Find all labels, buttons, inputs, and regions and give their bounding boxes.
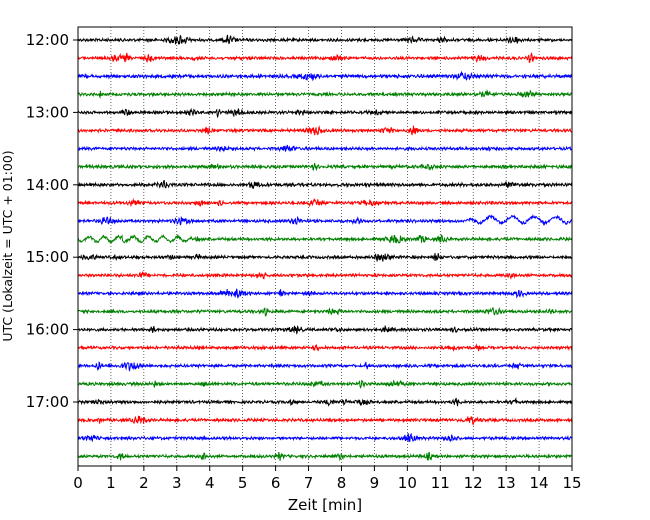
x-tick-label: 14 bbox=[530, 474, 549, 492]
x-tick-label: 0 bbox=[73, 474, 83, 492]
trace-1630 bbox=[77, 361, 573, 373]
trace-1415 bbox=[77, 197, 573, 208]
x-tick-label: 11 bbox=[431, 474, 450, 492]
x-tick-label: 12 bbox=[464, 474, 483, 492]
grid-lines bbox=[110, 27, 540, 466]
x-tick-label: 8 bbox=[337, 474, 347, 492]
trace-1730 bbox=[77, 432, 573, 443]
trace-1430 bbox=[77, 213, 573, 227]
trace-1600 bbox=[77, 324, 573, 335]
trace-1200 bbox=[77, 34, 573, 45]
trace-1545 bbox=[77, 306, 573, 317]
x-tick-label: 6 bbox=[271, 474, 281, 492]
trace-1530 bbox=[77, 288, 573, 299]
x-axis-label: Zeit [min] bbox=[288, 496, 362, 514]
trace-1400 bbox=[77, 179, 573, 189]
x-tick-label: 3 bbox=[172, 474, 182, 492]
x-tick-label: 1 bbox=[106, 474, 116, 492]
x-tick-label: 4 bbox=[205, 474, 215, 492]
trace-1745 bbox=[77, 451, 573, 462]
trace-1500 bbox=[77, 253, 573, 262]
x-tick-label: 15 bbox=[562, 474, 581, 492]
x-tick-label: 10 bbox=[398, 474, 417, 492]
x-tick-label: 5 bbox=[238, 474, 248, 492]
y-tick-label: 17:00 bbox=[26, 393, 69, 411]
x-tick-label: 9 bbox=[370, 474, 380, 492]
trace-1330 bbox=[77, 144, 573, 153]
trace-1700 bbox=[77, 396, 573, 407]
y-tick-label: 16:00 bbox=[26, 321, 69, 339]
y-tick-label: 13:00 bbox=[26, 103, 69, 121]
y-axis-label: UTC (Lokalzeit = UTC + 01:00) bbox=[0, 150, 15, 341]
traces-group bbox=[77, 34, 573, 462]
plot-area bbox=[78, 27, 572, 466]
x-tick-label: 7 bbox=[304, 474, 314, 492]
trace-1715 bbox=[77, 415, 573, 426]
trace-1315 bbox=[77, 125, 573, 136]
trace-1645 bbox=[77, 379, 573, 389]
y-axis: 12:00 13:00 14:00 15:00 16:00 17:00 bbox=[26, 31, 78, 411]
y-tick-label: 15:00 bbox=[26, 248, 69, 266]
trace-1300 bbox=[77, 107, 573, 119]
trace-1515 bbox=[77, 271, 573, 280]
x-tick-label: 2 bbox=[139, 474, 149, 492]
trace-1615 bbox=[77, 343, 573, 352]
trace-1445 bbox=[77, 233, 573, 245]
trace-1245 bbox=[77, 88, 573, 100]
plot-frame bbox=[77, 26, 573, 467]
trace-1345 bbox=[77, 162, 573, 172]
x-axis: 0 1 2 3 4 5 6 7 8 9 10 11 12 13 14 15 bbox=[73, 466, 582, 492]
y-tick-label: 12:00 bbox=[26, 31, 69, 49]
trace-1230 bbox=[77, 70, 573, 82]
y-tick-label: 14:00 bbox=[26, 176, 69, 194]
x-tick-label: 13 bbox=[497, 474, 516, 492]
trace-1215 bbox=[77, 51, 573, 64]
